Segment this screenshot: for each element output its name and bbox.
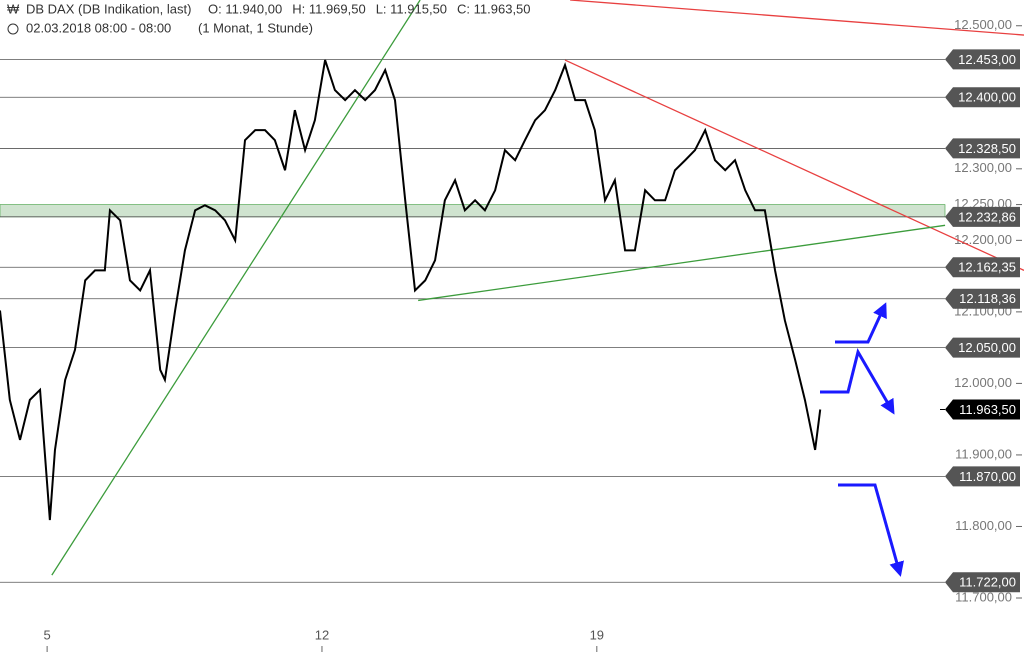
scenario-arrows bbox=[820, 302, 904, 577]
level-label: 12.453,00 bbox=[958, 52, 1016, 67]
clock-icon bbox=[7, 23, 19, 35]
y-tick-label: 11.900,00 bbox=[955, 446, 1012, 461]
level-label: 11.870,00 bbox=[959, 469, 1016, 484]
trendline bbox=[418, 224, 946, 302]
level-tag bbox=[945, 206, 1020, 227]
y-tick-label: 12.200,00 bbox=[954, 232, 1012, 247]
date: 02.03.2018 08:00 - 08:00 bbox=[26, 20, 171, 35]
level-tag bbox=[945, 49, 1020, 70]
y-tick-label: 12.500,00 bbox=[954, 17, 1012, 32]
level-tag bbox=[945, 399, 1020, 420]
ohlc-value: O: 11.940,00 bbox=[208, 1, 282, 16]
level-tag bbox=[945, 337, 1020, 358]
instrument: DB DAX (DB Indikation, last) bbox=[26, 1, 191, 16]
support-band bbox=[0, 204, 946, 218]
level-label: 12.162,35 bbox=[958, 260, 1016, 275]
level-tag bbox=[945, 572, 1020, 593]
period: (1 Monat, 1 Stunde) bbox=[198, 20, 313, 35]
y-tick-label: 12.000,00 bbox=[954, 375, 1012, 390]
level-tag bbox=[945, 257, 1020, 278]
trendline bbox=[51, 0, 421, 576]
ohlc-value: L: 11.915,50 bbox=[376, 1, 447, 16]
level-label: 12.050,00 bbox=[958, 340, 1016, 355]
level-label: 12.118,36 bbox=[959, 291, 1016, 306]
level-label: 12.400,00 bbox=[958, 90, 1016, 105]
level-tag bbox=[945, 87, 1020, 108]
ohlc-value: H: 11.969,50 bbox=[292, 1, 365, 16]
level-label: 11.963,50 bbox=[959, 402, 1016, 417]
y-tick-label: 11.700,00 bbox=[955, 589, 1012, 604]
x-tick-label: 5 bbox=[43, 627, 50, 642]
y-tick-label: 12.300,00 bbox=[954, 160, 1012, 175]
price-line bbox=[0, 59, 822, 521]
level-label: 12.328,50 bbox=[958, 141, 1016, 156]
level-label: 11.722,00 bbox=[959, 575, 1016, 590]
level-tag bbox=[945, 138, 1020, 159]
y-tick-label: 11.800,00 bbox=[955, 518, 1012, 533]
x-tick-label: 12 bbox=[315, 627, 329, 642]
ohlc-value: C: 11.963,50 bbox=[457, 1, 530, 16]
x-tick-label: 19 bbox=[590, 627, 604, 642]
trendline bbox=[564, 59, 1024, 271]
level-tag bbox=[945, 288, 1020, 309]
level-tag bbox=[945, 466, 1020, 487]
level-label: 12.232,86 bbox=[958, 209, 1016, 224]
icon: ₩ bbox=[7, 1, 20, 16]
trendline bbox=[570, 0, 1024, 36]
